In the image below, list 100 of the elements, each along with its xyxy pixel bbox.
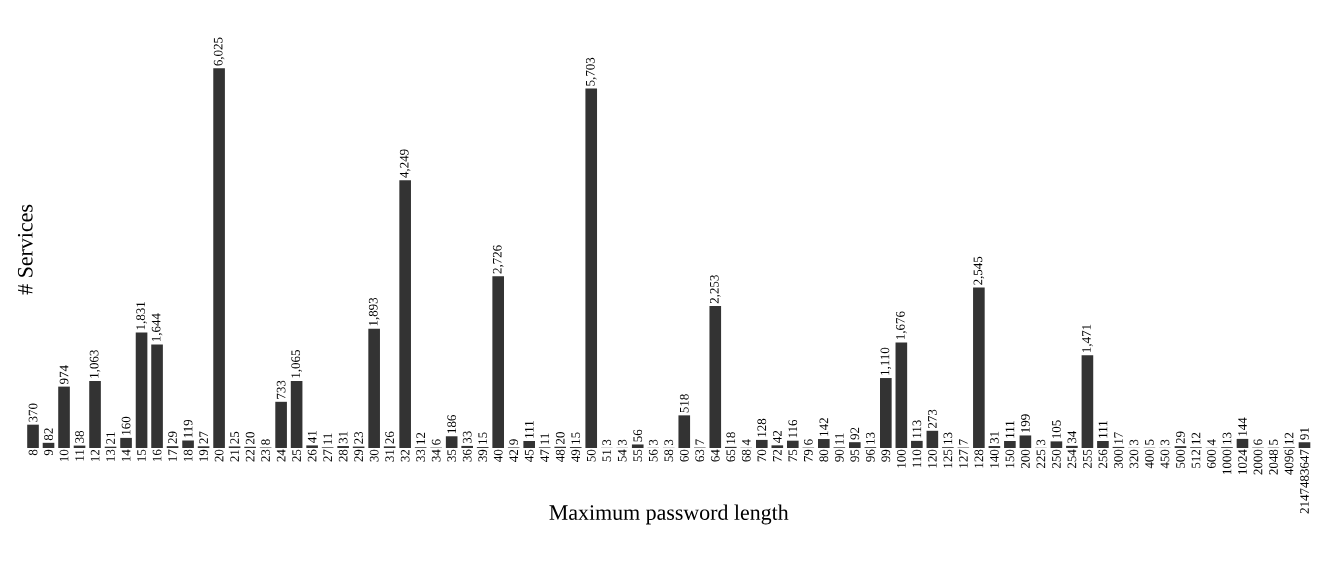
x-tick-label: 64 (710, 449, 720, 462)
bar (89, 381, 101, 448)
data-label: 92 (850, 427, 860, 440)
data-label: 91 (1300, 427, 1309, 440)
x-tick-label: 15 (137, 449, 146, 461)
x-tick-label: 125 (943, 449, 953, 468)
data-label: 1,644 (151, 313, 163, 342)
x-tick-label: 21 (230, 449, 239, 462)
bar (709, 306, 722, 448)
x-tick-label: 28 (338, 449, 348, 462)
bar (182, 440, 194, 448)
x-tick-label: 450 (1160, 449, 1170, 469)
x-tick-label: 19 (199, 449, 208, 461)
bar (849, 442, 861, 448)
data-label: 518 (679, 394, 689, 413)
x-tick-label: 68 (741, 449, 751, 462)
x-tick-label: 35 (447, 449, 457, 462)
data-label: 3 (648, 439, 658, 445)
x-tick-label: 56 (648, 449, 658, 462)
x-tick-label: 47 (540, 449, 549, 462)
x-tick-label: 18 (183, 449, 193, 461)
data-label: 9 (509, 439, 519, 445)
bar (290, 380, 303, 448)
x-tick-label: 9 (44, 449, 53, 456)
data-label: 15 (478, 432, 488, 444)
x-tick-label: 65 (726, 449, 736, 462)
data-label: 186 (447, 415, 457, 433)
data-label: 105 (1052, 420, 1061, 439)
data-label: 6 (803, 439, 813, 445)
data-label: 82 (44, 428, 53, 441)
x-tick-label: 110 (912, 449, 922, 467)
x-tick-label: 33 (416, 449, 426, 462)
data-label: 5,703 (585, 57, 597, 86)
bar (771, 445, 784, 448)
data-label: 4 (742, 439, 751, 446)
data-label: 17 (1114, 432, 1123, 444)
data-label: 20 (245, 432, 255, 444)
x-tick-label: 55 (633, 449, 643, 462)
data-label: 26 (385, 431, 394, 444)
x-tick-label: 16 (152, 449, 162, 461)
data-label: 113 (912, 420, 922, 438)
data-label: 34 (1067, 430, 1077, 444)
x-tick-label: 4096 (1284, 449, 1294, 475)
data-label: 4,249 (399, 149, 411, 178)
x-tick-label: 12 (90, 449, 100, 461)
data-label: 3 (602, 439, 612, 445)
data-label: 8 (261, 439, 270, 445)
bar (58, 386, 70, 448)
x-tick-label: 512 (1191, 449, 1201, 468)
data-label: 12 (1284, 432, 1294, 444)
data-label: 29 (168, 431, 177, 444)
bar (1097, 441, 1109, 448)
data-label: 12 (1191, 432, 1201, 444)
data-label: 3 (664, 439, 674, 445)
x-tick-label: 14 (121, 449, 131, 461)
x-tick-label: 54 (617, 449, 627, 462)
data-label: 2,726 (492, 245, 504, 274)
bar (461, 445, 473, 448)
x-tick-label: 255 (1083, 449, 1092, 469)
bar (1298, 442, 1311, 448)
data-label: 142 (819, 418, 829, 436)
x-tick-label: 75 (788, 449, 798, 462)
data-label: 160 (121, 416, 131, 435)
x-tick-label: 127 (959, 449, 968, 468)
x-tick-label: 1024 (1238, 449, 1247, 474)
data-label: 7 (695, 439, 705, 445)
bar (42, 442, 55, 448)
data-label: 5 (1269, 439, 1278, 445)
x-tick-label: 39 (478, 449, 488, 462)
data-label: 23 (354, 431, 363, 444)
data-label: 13 (1222, 432, 1232, 444)
data-label: 273 (928, 409, 937, 429)
data-label: 3 (1036, 439, 1046, 445)
bar (818, 439, 830, 448)
data-label: 56 (633, 429, 643, 442)
bar (1081, 355, 1094, 448)
data-label: 6,025 (213, 37, 225, 66)
data-label: 3 (1129, 439, 1139, 445)
data-label: 13 (943, 432, 953, 444)
x-tick-label: 500 (1176, 449, 1185, 468)
data-label: 974 (59, 365, 69, 384)
data-label: 42 (773, 430, 782, 443)
bar (151, 344, 163, 448)
x-tick-label: 400 (1145, 449, 1154, 469)
x-tick-label: 128 (974, 449, 984, 468)
data-label: 111 (524, 421, 534, 438)
bar (911, 440, 923, 448)
bar (213, 68, 225, 448)
x-tick-label: 8 (28, 449, 38, 456)
x-tick-label: 29 (354, 449, 363, 462)
data-label: 11 (540, 433, 549, 444)
x-tick-label: 120 (927, 449, 937, 468)
x-tick-label: 31 (385, 449, 394, 462)
x-tick-label: 24 (276, 449, 286, 462)
data-label: 31 (338, 431, 348, 444)
data-label: 3 (1160, 439, 1170, 445)
x-tick-label: 63 (695, 449, 705, 462)
x-tick-label: 26 (307, 449, 317, 462)
data-label: 1,471 (1082, 324, 1093, 352)
bar (135, 332, 148, 448)
